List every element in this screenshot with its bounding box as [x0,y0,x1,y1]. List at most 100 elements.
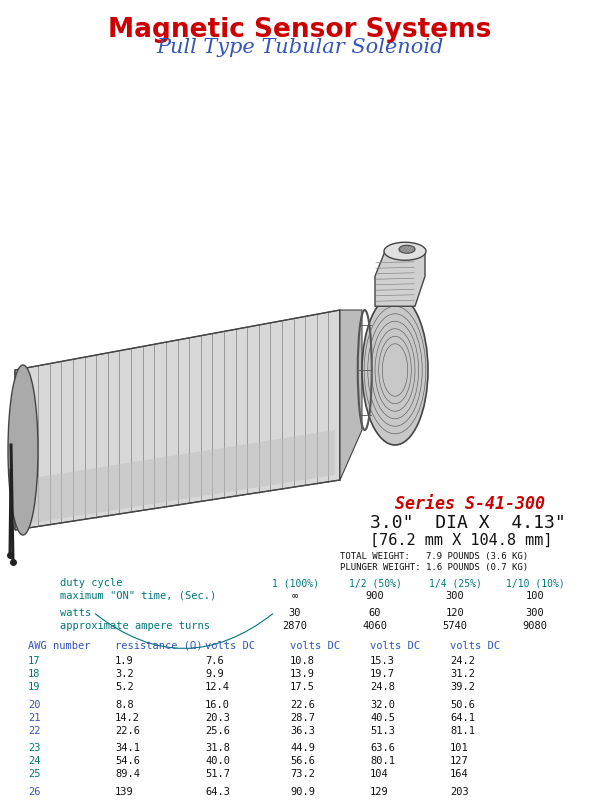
Text: Magnetic Sensor Systems: Magnetic Sensor Systems [109,17,491,43]
Text: duty cycle: duty cycle [60,578,122,588]
Text: 9.9: 9.9 [205,669,224,679]
Text: 36.3: 36.3 [290,726,315,735]
Text: 24.2: 24.2 [450,656,475,666]
Text: 129: 129 [370,786,389,797]
Text: 12.4: 12.4 [205,682,230,692]
Text: 22.6: 22.6 [290,699,315,710]
Text: 18: 18 [28,669,41,679]
Text: 20.3: 20.3 [205,713,230,722]
Text: 139: 139 [115,786,134,797]
Text: 56.6: 56.6 [290,756,315,766]
Text: 90.9: 90.9 [290,786,315,797]
Text: 64.3: 64.3 [205,786,230,797]
Text: 40.5: 40.5 [370,713,395,722]
Text: 25.6: 25.6 [205,726,230,735]
Polygon shape [375,251,425,306]
Text: 23: 23 [28,743,41,753]
Text: 10.8: 10.8 [290,656,315,666]
Text: 22: 22 [28,726,41,735]
Text: 8.8: 8.8 [115,699,134,710]
Text: 44.9: 44.9 [290,743,315,753]
Text: 32.0: 32.0 [370,699,395,710]
Text: 1/4 (25%): 1/4 (25%) [428,578,481,588]
Text: 22.6: 22.6 [115,726,140,735]
Text: 40.0: 40.0 [205,756,230,766]
Text: volts DC: volts DC [450,641,500,651]
Ellipse shape [399,246,415,254]
Text: 80.1: 80.1 [370,756,395,766]
Text: 203: 203 [450,786,469,797]
Text: 31.2: 31.2 [450,669,475,679]
Text: 17.5: 17.5 [290,682,315,692]
Text: 16.0: 16.0 [205,699,230,710]
Text: 31.8: 31.8 [205,743,230,753]
Text: 13.9: 13.9 [290,669,315,679]
Ellipse shape [8,365,38,535]
Text: [76.2 mm X 104.8 mm]: [76.2 mm X 104.8 mm] [370,533,553,548]
Text: PLUNGER WEIGHT: 1.6 POUNDS (0.7 KG): PLUNGER WEIGHT: 1.6 POUNDS (0.7 KG) [340,563,528,572]
Text: 1/10 (10%): 1/10 (10%) [506,578,565,588]
Polygon shape [15,310,340,530]
Polygon shape [20,430,335,525]
Text: 3.0"  DIA X  4.13": 3.0" DIA X 4.13" [370,514,566,532]
Text: 7.6: 7.6 [205,656,224,666]
Text: 127: 127 [450,756,469,766]
Text: 100: 100 [526,591,544,601]
Text: resistance (Ω): resistance (Ω) [115,641,203,651]
Text: AWG number: AWG number [28,641,91,651]
Text: 1 (100%): 1 (100%) [271,578,319,588]
Text: 30: 30 [289,608,301,618]
Text: 164: 164 [450,769,469,779]
Text: TOTAL WEIGHT:   7.9 POUNDS (3.6 KG): TOTAL WEIGHT: 7.9 POUNDS (3.6 KG) [340,552,528,561]
Text: 1.9: 1.9 [115,656,134,666]
Text: 63.6: 63.6 [370,743,395,753]
Text: 54.6: 54.6 [115,756,140,766]
Text: 2870: 2870 [283,621,308,631]
Text: 60: 60 [369,608,381,618]
Text: 5740: 5740 [443,621,467,631]
Text: volts DC: volts DC [205,641,255,651]
Text: 81.1: 81.1 [450,726,475,735]
Text: 51.3: 51.3 [370,726,395,735]
Text: 101: 101 [450,743,469,753]
Text: 20: 20 [28,699,41,710]
Text: 9080: 9080 [523,621,548,631]
Ellipse shape [384,242,426,260]
Text: 17: 17 [28,656,41,666]
Text: 14.2: 14.2 [115,713,140,722]
Text: 3.2: 3.2 [115,669,134,679]
Text: 89.4: 89.4 [115,769,140,779]
Text: 1/2 (50%): 1/2 (50%) [349,578,401,588]
Text: 25: 25 [28,769,41,779]
Text: ∞: ∞ [292,591,298,601]
Text: volts DC: volts DC [290,641,340,651]
Text: 15.3: 15.3 [370,656,395,666]
Text: 28.7: 28.7 [290,713,315,722]
Text: 26: 26 [28,786,41,797]
Text: Series S-41-300: Series S-41-300 [395,495,545,513]
Text: 21: 21 [28,713,41,722]
Text: maximum "ON" time, (Sec.): maximum "ON" time, (Sec.) [60,591,216,601]
Text: Pull Type Tubular Solenoid: Pull Type Tubular Solenoid [157,38,443,57]
Text: 5.2: 5.2 [115,682,134,692]
Text: 19.7: 19.7 [370,669,395,679]
Text: 4060: 4060 [362,621,388,631]
Text: 73.2: 73.2 [290,769,315,779]
Text: watts: watts [60,608,91,618]
Text: 104: 104 [370,769,389,779]
Text: 64.1: 64.1 [450,713,475,722]
Text: 51.7: 51.7 [205,769,230,779]
Text: 34.1: 34.1 [115,743,140,753]
Text: volts DC: volts DC [370,641,420,651]
Text: 50.6: 50.6 [450,699,475,710]
Ellipse shape [362,295,428,445]
Text: 120: 120 [446,608,464,618]
Text: 300: 300 [526,608,544,618]
Text: approximate ampere turns: approximate ampere turns [60,621,210,631]
Text: 39.2: 39.2 [450,682,475,692]
Text: 24.8: 24.8 [370,682,395,692]
Text: 300: 300 [446,591,464,601]
Text: 900: 900 [365,591,385,601]
Text: 19: 19 [28,682,41,692]
Polygon shape [340,310,362,480]
